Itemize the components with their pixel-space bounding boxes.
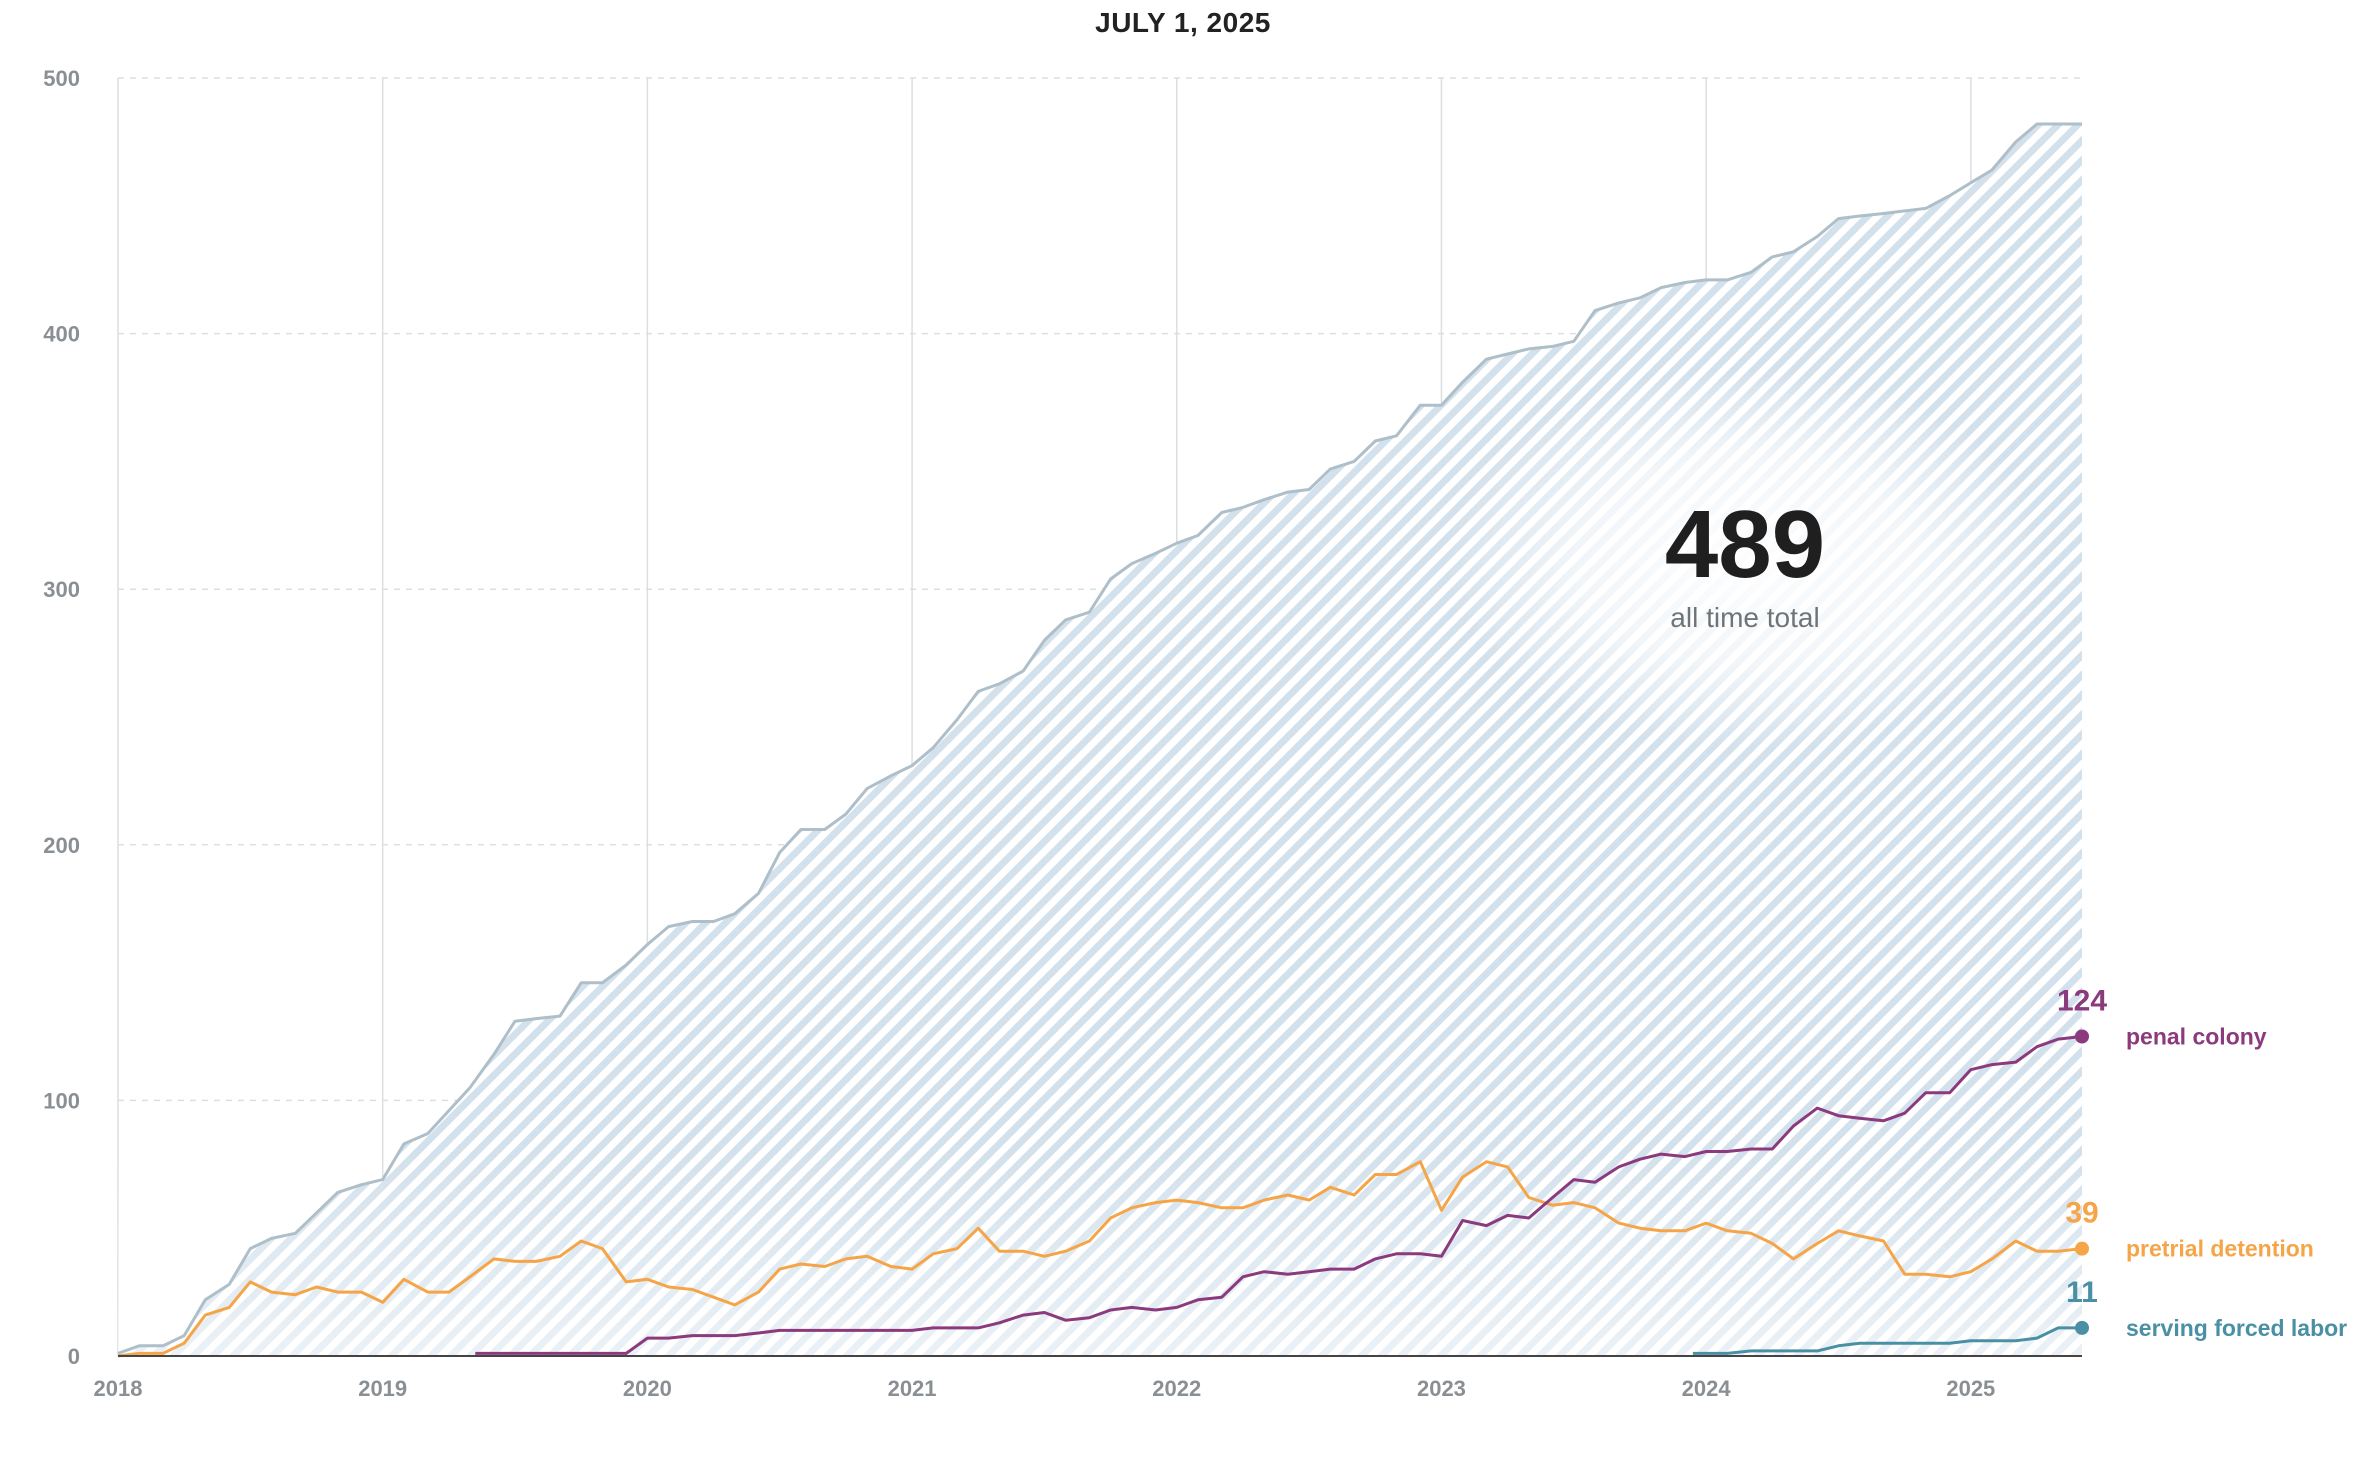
total-value: 489 bbox=[1665, 491, 1825, 598]
y-tick-label-400: 400 bbox=[43, 322, 80, 347]
serving-forced-labor-end-marker bbox=[2075, 1320, 2089, 1335]
serving-forced-labor-line bbox=[1692, 1326, 2082, 1355]
chart-title: JULY 1, 2025 bbox=[1095, 7, 1271, 38]
axis-layer: 0 100 200 300 400 500 2018 2019 2020 2021 2022 2023… bbox=[43, 66, 2082, 1401]
area-layer bbox=[118, 124, 2082, 1356]
serving-forced-labor-legend-label: serving forced labor bbox=[2126, 1315, 2347, 1341]
pretrial-detention-legend-label: pretrial detention bbox=[2126, 1236, 2314, 1262]
x-tick-label-2023: 2023 bbox=[1417, 1376, 1466, 1401]
penal-colony-line bbox=[475, 1035, 2083, 1355]
x-tick-label-2019: 2019 bbox=[358, 1376, 407, 1401]
penal-colony-end-value: 124 bbox=[2057, 985, 2107, 1018]
y-tick-label-0: 0 bbox=[68, 1344, 80, 1369]
x-tick-label-2021: 2021 bbox=[888, 1376, 937, 1401]
y-tick-label-200: 200 bbox=[43, 833, 80, 858]
y-tick-label-100: 100 bbox=[43, 1088, 80, 1113]
x-tick-label-2020: 2020 bbox=[623, 1376, 672, 1401]
pretrial-detention-line bbox=[117, 1160, 2083, 1358]
serving-forced-labor-end-value: 11 bbox=[2066, 1276, 2098, 1309]
total-annotation: 489 all time total bbox=[1665, 491, 1825, 633]
x-tick-label-2025: 2025 bbox=[1946, 1376, 1995, 1401]
x-tick-label-2022: 2022 bbox=[1152, 1376, 1201, 1401]
pretrial-detention-end-marker bbox=[2075, 1241, 2089, 1256]
total-line bbox=[117, 122, 2082, 1355]
x-tick-label-2018: 2018 bbox=[94, 1376, 143, 1401]
total-label: all time total bbox=[1670, 602, 1819, 633]
x-tick-label-2024: 2024 bbox=[1682, 1376, 1732, 1401]
line-layer bbox=[117, 122, 2083, 1358]
penal-colony-legend-label: penal colony bbox=[2126, 1024, 2267, 1050]
label-layer: 39 pretrial detention 124 penal colony 11 ser… bbox=[2057, 985, 2347, 1341]
y-tick-label-300: 300 bbox=[43, 577, 80, 602]
penal-colony-end-marker bbox=[2075, 1029, 2089, 1044]
area-bottom-fade bbox=[118, 1151, 2082, 1356]
pretrial-detention-end-value: 39 bbox=[2065, 1197, 2098, 1230]
annotation-glow bbox=[1445, 370, 2045, 750]
y-tick-label-500: 500 bbox=[43, 66, 80, 91]
